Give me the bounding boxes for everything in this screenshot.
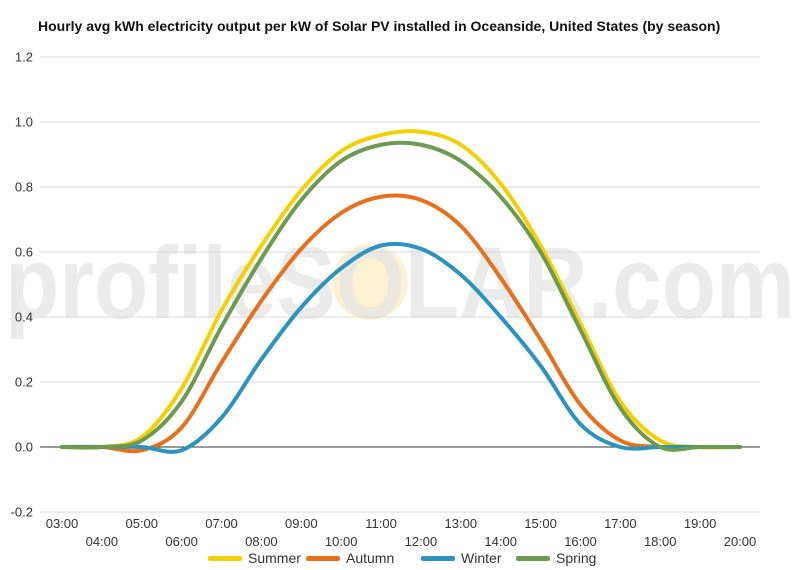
x-tick-label: 08:00 [245, 534, 278, 548]
y-axis-ticks: -0.2 0.0 0.2 0.4 0.6 0.8 1.0 1.2 [11, 50, 33, 520]
x-tick-label: 04:00 [86, 534, 119, 548]
x-tick-label: 13:00 [445, 516, 478, 531]
y-tick-label: 0.6 [15, 245, 33, 260]
x-tick-label: 19:00 [684, 516, 717, 531]
legend-label: Winter [461, 550, 502, 566]
y-tick-label: 0.0 [15, 440, 33, 455]
legend-swatch [208, 555, 242, 561]
x-tick-label: 11:00 [365, 516, 397, 531]
legend-item-spring[interactable]: Spring [516, 548, 596, 568]
chart-title: Hourly avg kWh electricity output per kW… [38, 18, 721, 34]
legend-label: Autumn [346, 550, 395, 566]
legend-label: Spring [556, 550, 597, 566]
x-tick-label: 16:00 [564, 534, 597, 548]
y-tick-label: 0.4 [15, 310, 33, 325]
y-tick-label: 1.2 [15, 50, 33, 65]
x-tick-label: 03:00 [46, 516, 79, 531]
y-tick-label: -0.2 [11, 505, 33, 520]
x-tick-label: 15:00 [524, 516, 557, 531]
legend-item-winter[interactable]: Winter [421, 548, 501, 568]
y-tick-label: 0.8 [15, 180, 33, 195]
series-line-autumn [60, 193, 742, 454]
legend-swatch [516, 555, 550, 561]
series-lines [60, 129, 742, 454]
y-tick-label: 1.0 [15, 115, 33, 130]
x-tick-label: 07:00 [205, 516, 238, 531]
x-tick-label: 10:00 [325, 534, 358, 548]
legend-item-autumn[interactable]: Autumn [306, 548, 394, 568]
legend-item-summer[interactable]: Summer [208, 548, 301, 568]
grid [40, 56, 760, 513]
legend: Summer Autumn Winter Spring [0, 548, 800, 568]
legend-label: Summer [248, 550, 301, 566]
x-tick-label: 05:00 [125, 516, 158, 531]
x-tick-label: 17:00 [604, 516, 637, 531]
x-axis-ticks: 03:00 04:00 05:00 06:00 07:00 08:00 09:00 10:00… [46, 516, 757, 548]
series-line-spring [60, 140, 742, 452]
x-tick-label: 20:00 [724, 534, 757, 548]
x-tick-label: 09:00 [285, 516, 318, 531]
x-tick-label: 12:00 [405, 534, 438, 548]
x-tick-label: 06:00 [165, 534, 198, 548]
legend-swatch [306, 555, 340, 561]
x-tick-label: 18:00 [644, 534, 677, 548]
series-line-summer [60, 129, 742, 450]
y-tick-label: 0.2 [15, 375, 33, 390]
x-tick-label: 14:00 [484, 534, 517, 548]
legend-swatch [421, 555, 455, 561]
chart-svg: profileSOLAR.com -0.20.00.20.40.60.81.01… [5, 50, 795, 549]
series-line-winter [60, 241, 742, 454]
